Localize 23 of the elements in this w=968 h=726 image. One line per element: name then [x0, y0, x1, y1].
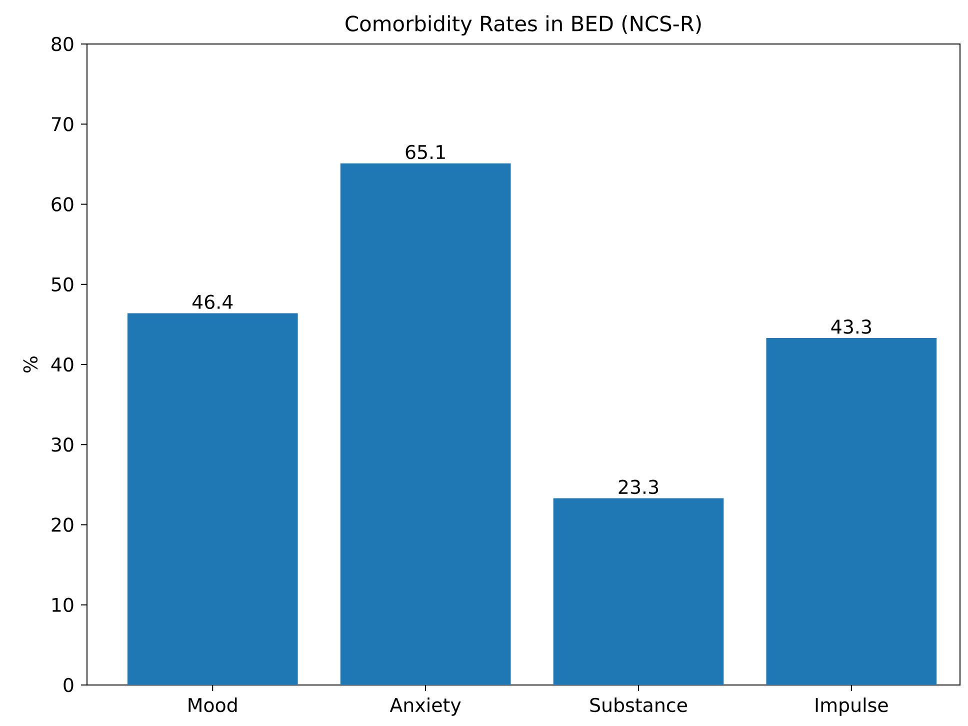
y-tick-label: 80	[52, 36, 74, 52]
data-label: 46.4	[192, 294, 233, 310]
y-tick-label: 40	[51, 357, 74, 372]
data-label: 65.1	[406, 144, 445, 160]
chart-title: Comorbidity Rates in BED (NCS-R)	[346, 15, 701, 36]
y-tick-label: 20	[52, 518, 74, 532]
y-tick-label: 50	[52, 277, 74, 292]
x-tick-label: Anxiety	[390, 698, 461, 716]
data-label: 43.3	[831, 320, 871, 334]
x-tick-label: Impulse	[816, 698, 888, 716]
data-label: 23.3	[618, 480, 658, 494]
bar	[766, 338, 937, 685]
bar	[340, 163, 511, 685]
y-tick-label: 30	[52, 437, 74, 452]
x-tick-label: Mood	[188, 698, 237, 712]
bar	[127, 313, 298, 685]
y-tick-label: 0	[64, 678, 74, 692]
y-axis-title: %	[23, 356, 38, 372]
x-tick-label: Substance	[590, 698, 687, 712]
y-tick-label: 60	[52, 197, 74, 212]
y-tick-label: 70	[52, 116, 74, 132]
y-tick-label: 10	[52, 598, 74, 612]
bar	[553, 498, 724, 685]
